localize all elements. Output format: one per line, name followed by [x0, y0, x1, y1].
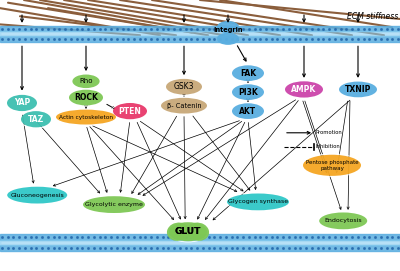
Ellipse shape: [166, 79, 202, 95]
Ellipse shape: [232, 103, 264, 119]
Bar: [0, 26, 400, 31]
Text: PTEN: PTEN: [118, 107, 142, 116]
Bar: [0, 36, 400, 42]
Text: Endocytosis: Endocytosis: [324, 218, 362, 223]
Text: ROCK: ROCK: [74, 93, 98, 102]
Text: FAK: FAK: [240, 69, 256, 78]
Ellipse shape: [319, 212, 367, 229]
Ellipse shape: [285, 81, 323, 98]
Ellipse shape: [303, 155, 361, 176]
Ellipse shape: [161, 98, 207, 114]
Ellipse shape: [21, 111, 51, 127]
Ellipse shape: [7, 95, 37, 111]
Ellipse shape: [187, 222, 209, 241]
Text: TAZ: TAZ: [28, 115, 44, 124]
Ellipse shape: [167, 222, 189, 241]
Ellipse shape: [69, 90, 103, 105]
Text: Actin cytoskeleton: Actin cytoskeleton: [59, 115, 113, 120]
Text: Gluconeogenesis: Gluconeogenesis: [10, 193, 64, 198]
Text: Glycolytic enzyme: Glycolytic enzyme: [85, 202, 143, 207]
Ellipse shape: [72, 75, 100, 88]
Ellipse shape: [218, 22, 238, 33]
Ellipse shape: [169, 222, 207, 241]
Ellipse shape: [7, 187, 67, 204]
Text: Integrin: Integrin: [213, 27, 243, 33]
Text: PI3K: PI3K: [238, 88, 258, 97]
Text: GLUT: GLUT: [175, 227, 201, 236]
Ellipse shape: [232, 84, 264, 100]
Ellipse shape: [339, 82, 377, 97]
Ellipse shape: [113, 103, 147, 119]
Text: Glycogen synthase: Glycogen synthase: [228, 199, 288, 204]
Text: Pentose phosphate
pathway: Pentose phosphate pathway: [306, 160, 358, 171]
Bar: [0, 245, 400, 251]
Text: AKT: AKT: [240, 107, 256, 116]
Bar: [0, 31, 400, 36]
Bar: [0, 240, 400, 245]
Text: TXNIP: TXNIP: [345, 85, 371, 94]
Text: β- Catenin: β- Catenin: [167, 103, 201, 109]
Text: YAP: YAP: [14, 98, 30, 108]
Text: GLUT: GLUT: [175, 227, 201, 236]
Text: AMPK: AMPK: [291, 85, 317, 94]
Ellipse shape: [218, 33, 238, 44]
Bar: [0, 234, 400, 240]
Ellipse shape: [56, 110, 116, 125]
Text: Inhibition: Inhibition: [316, 144, 341, 149]
Ellipse shape: [232, 65, 264, 81]
Text: Promotion: Promotion: [316, 130, 343, 135]
Ellipse shape: [227, 193, 289, 210]
Text: Rho: Rho: [79, 78, 93, 84]
Text: GSK3: GSK3: [174, 82, 194, 91]
Text: ECM stiffness: ECM stiffness: [347, 12, 398, 21]
Ellipse shape: [83, 196, 145, 213]
